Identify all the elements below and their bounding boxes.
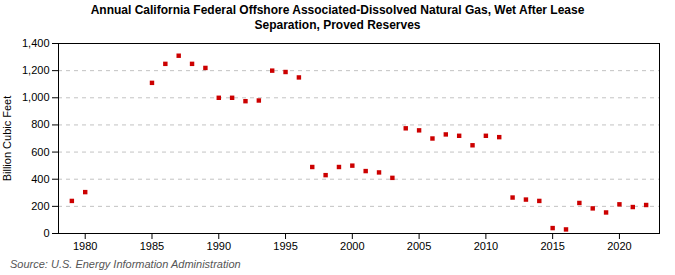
svg-text:200: 200 <box>31 200 49 212</box>
svg-text:1990: 1990 <box>207 240 231 252</box>
svg-text:1995: 1995 <box>273 240 297 252</box>
svg-text:2010: 2010 <box>474 240 498 252</box>
svg-text:0: 0 <box>43 227 49 239</box>
svg-text:600: 600 <box>31 146 49 158</box>
svg-text:1985: 1985 <box>140 240 164 252</box>
html-text:Annual California Federal Offs: Annual California Federal Offshore Assoc… <box>90 3 585 32</box>
svg-text:1,400: 1,400 <box>22 37 50 49</box>
svg-text:800: 800 <box>31 118 49 130</box>
svg-text:1,200: 1,200 <box>22 64 50 76</box>
svg-text:2000: 2000 <box>340 240 364 252</box>
svg-text:400: 400 <box>31 173 49 185</box>
svg-text:1,000: 1,000 <box>22 91 50 103</box>
svg-text:2020: 2020 <box>607 240 631 252</box>
svg-text:1980: 1980 <box>73 240 97 252</box>
svg-text:2015: 2015 <box>540 240 564 252</box>
svg-text:2005: 2005 <box>407 240 431 252</box>
svg-text:Billion Cubic Feet: Billion Cubic Feet <box>1 96 13 182</box>
html-text:Source: U.S. Energy Informatio: Source: U.S. Energy Information Administ… <box>10 258 241 270</box>
